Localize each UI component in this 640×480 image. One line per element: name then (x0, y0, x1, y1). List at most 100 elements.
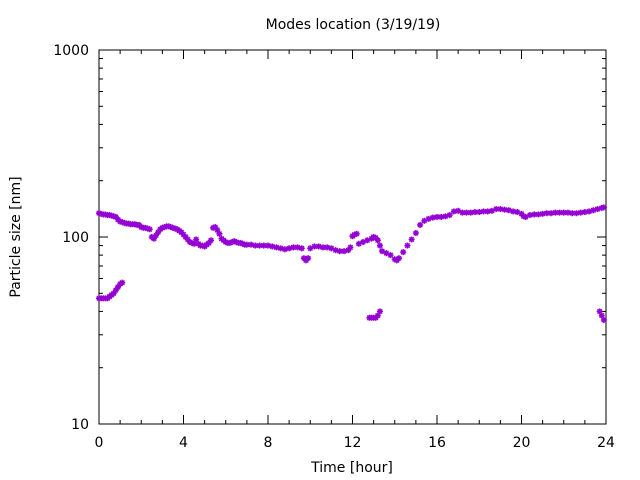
x-tick-label: 8 (264, 435, 273, 451)
data-point-d2 (328, 245, 335, 252)
x-axis-ticks: 0 4 8 12 16 20 24 (95, 50, 615, 451)
data-point-d2 (535, 211, 542, 218)
data-point (376, 308, 383, 315)
data-point-d2 (178, 229, 185, 235)
data-point-d2 (531, 211, 537, 218)
data-point-d2 (601, 317, 607, 323)
y-tick-label: 10 (71, 417, 89, 433)
data-point-d2 (413, 230, 419, 236)
y-tick-label: 1000 (53, 43, 89, 59)
data-point (387, 252, 394, 259)
data-point-d2 (485, 208, 491, 215)
data-points (96, 204, 607, 323)
data-point (480, 208, 487, 215)
data-point (600, 204, 607, 211)
data-point-d2 (408, 236, 415, 243)
data-point-d2 (438, 214, 444, 220)
data-point (497, 206, 504, 213)
data-point-d2 (497, 206, 504, 212)
data-point-d2 (544, 210, 550, 216)
data-point-d2 (434, 214, 440, 220)
x-tick-label: 4 (179, 435, 188, 451)
data-point (400, 249, 407, 256)
x-tick-label: 20 (513, 435, 531, 451)
data-point-d2 (451, 208, 457, 215)
data-point-d2 (212, 224, 218, 230)
data-point-d2 (387, 252, 394, 258)
data-point-d2 (582, 209, 588, 215)
data-point (207, 237, 214, 244)
data-point-d2 (455, 208, 461, 214)
data-point-d2 (565, 209, 571, 216)
x-tick-label: 12 (344, 435, 362, 451)
data-point-d2 (265, 242, 271, 249)
data-point-d2 (248, 241, 254, 248)
data-point-d2 (577, 209, 584, 216)
data-point (510, 208, 517, 215)
data-point-d2 (324, 244, 330, 251)
data-point (395, 255, 402, 262)
y-axis-title: Particle size [nm] (8, 176, 24, 297)
data-point-d2 (599, 312, 605, 319)
data-point-d2 (556, 209, 563, 216)
data-point (446, 212, 453, 219)
data-point-d2 (383, 250, 389, 256)
data-point (600, 316, 607, 323)
data-point-d2 (377, 242, 383, 249)
data-point (374, 237, 381, 244)
data-point (376, 242, 383, 249)
data-point-d2 (214, 227, 220, 233)
data-point (594, 206, 601, 213)
data-point-d2 (252, 242, 259, 249)
data-point-d2 (539, 211, 546, 217)
data-point (252, 242, 259, 249)
data-point-d2 (261, 242, 267, 249)
data-point-d2 (377, 308, 383, 315)
data-point-d2 (147, 226, 153, 232)
data-point-d2 (430, 214, 436, 221)
data-point-d2 (273, 244, 280, 251)
data-point-d2 (180, 231, 187, 238)
data-point (539, 210, 546, 217)
data-point-d2 (208, 237, 214, 244)
data-point-d2 (501, 206, 508, 213)
data-point-d2 (305, 255, 311, 261)
data-point-d2 (569, 210, 575, 216)
data-point-d2 (417, 222, 423, 228)
data-point-d2 (373, 235, 379, 241)
data-point-d2 (320, 244, 326, 251)
data-point-d2 (596, 308, 603, 315)
data-point (535, 211, 542, 218)
data-point-d2 (316, 243, 322, 250)
data-point-d2 (573, 210, 580, 216)
data-point-d2 (294, 244, 301, 251)
data-point-d2 (518, 211, 525, 217)
data-point-d2 (404, 242, 411, 249)
data-point-d2 (119, 279, 125, 286)
data-point-d2 (113, 214, 119, 220)
data-point-d2 (601, 204, 607, 211)
data-point (265, 242, 271, 249)
data-point-d2 (354, 231, 360, 237)
data-point-d2 (332, 247, 339, 253)
data-point-d2 (510, 208, 516, 215)
data-point-d2 (514, 209, 520, 215)
data-point-d2 (493, 206, 499, 212)
x-tick-label: 0 (95, 435, 104, 451)
data-point-d2 (256, 242, 263, 249)
data-point-d2 (277, 245, 284, 252)
data-point-d2 (185, 236, 191, 243)
data-point-d2 (193, 236, 199, 243)
data-point (119, 279, 126, 286)
data-point-d2 (375, 237, 381, 244)
data-point (216, 230, 223, 237)
data-point-d2 (472, 209, 478, 215)
data-point-d2 (337, 248, 343, 254)
data-point-d2 (216, 231, 223, 237)
data-point-d2 (446, 212, 453, 218)
data-point-d2 (400, 249, 406, 255)
data-point-d2 (552, 209, 558, 216)
data-point (341, 248, 348, 255)
data-point-d2 (527, 212, 533, 218)
